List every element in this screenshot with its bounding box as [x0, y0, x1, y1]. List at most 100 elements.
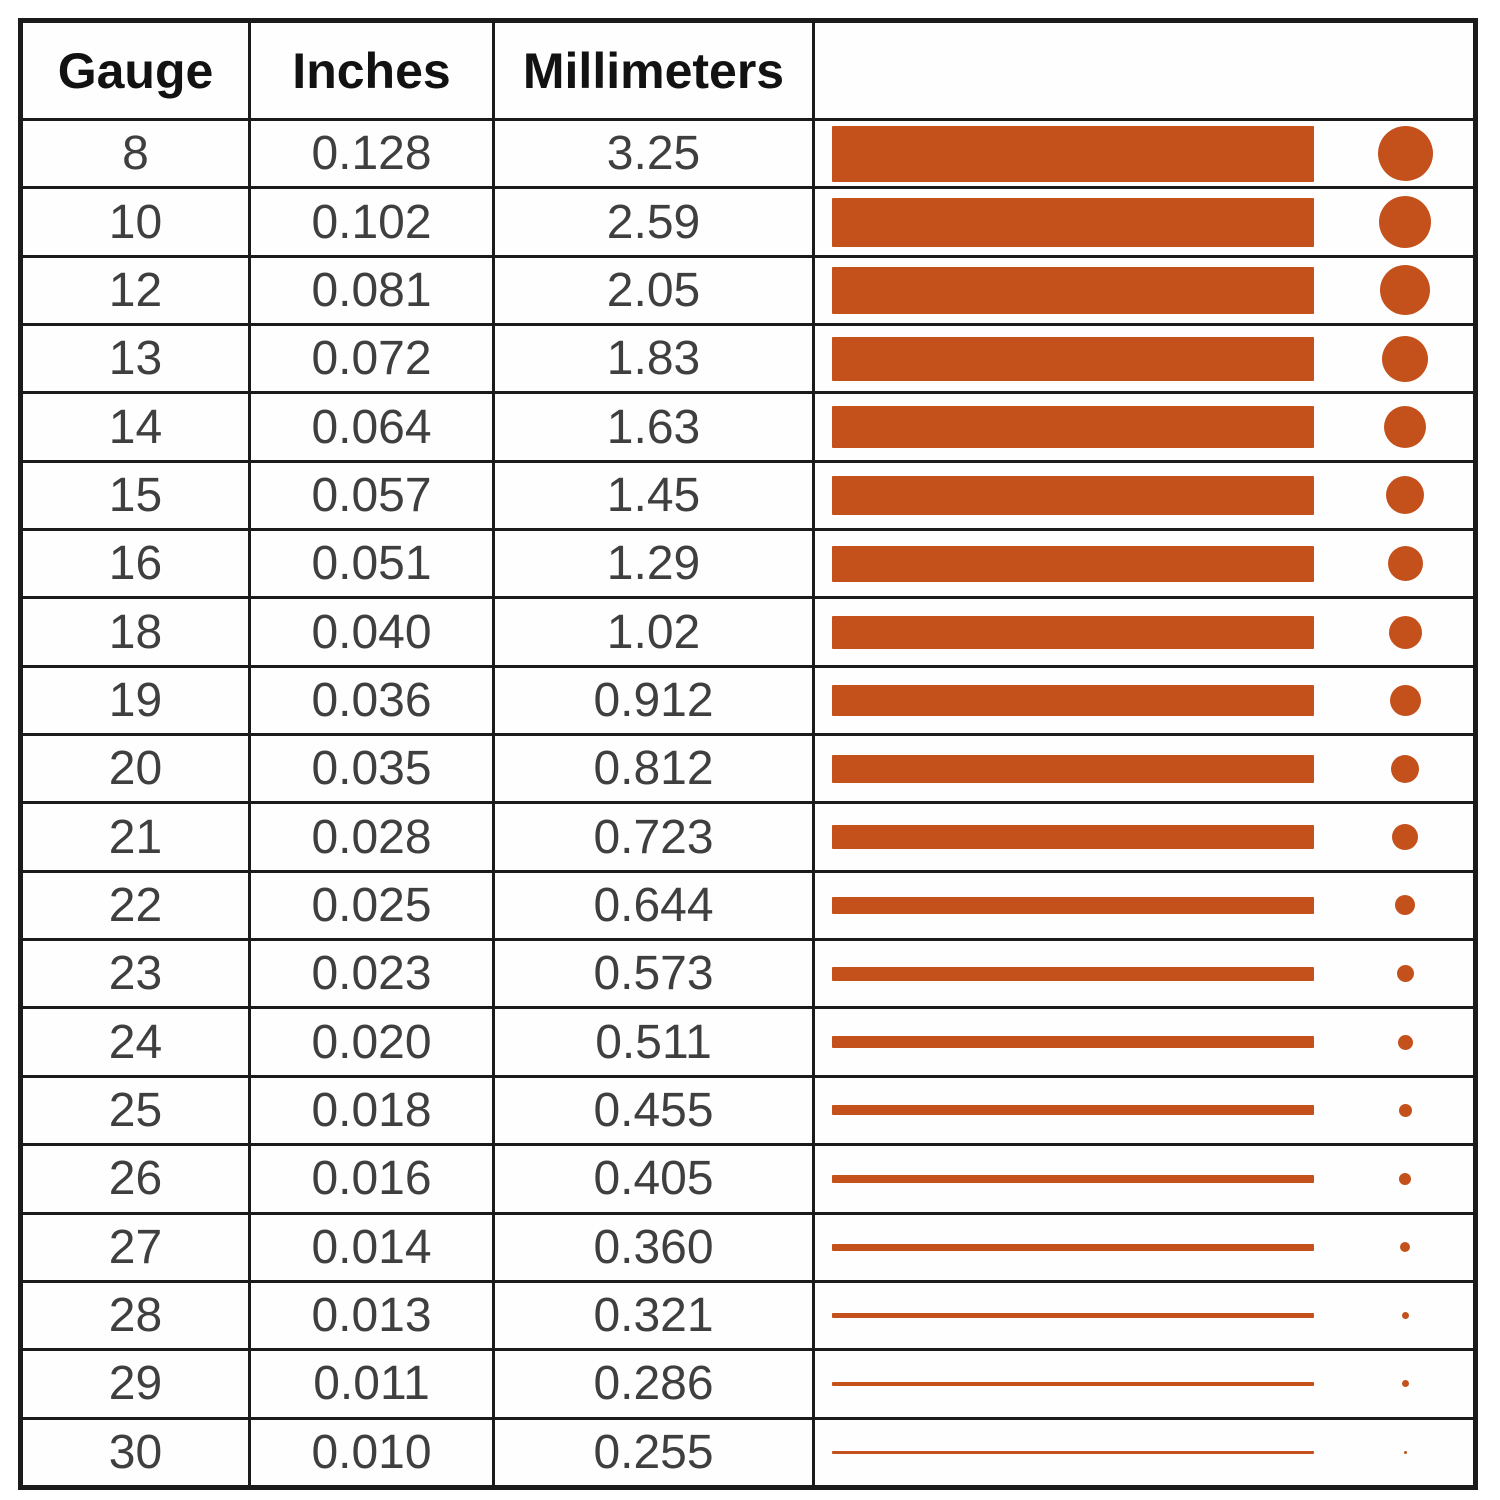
- wire-dot-slot: [1376, 599, 1434, 664]
- wire-cross-section-dot: [1384, 406, 1426, 449]
- wire-cross-section-dot: [1400, 1242, 1410, 1253]
- header-millimeters: Millimeters: [492, 23, 812, 118]
- wire-cross-section-dot: [1395, 895, 1415, 916]
- wire-cross-section-dot: [1380, 265, 1430, 316]
- wire-thickness-bar: [832, 754, 1314, 783]
- millimeters-value: 0.723: [492, 804, 812, 870]
- wire-thickness-bar: [832, 197, 1314, 247]
- wire-dot-slot: [1376, 1009, 1434, 1074]
- wire-visual-cell: [812, 667, 1473, 734]
- gauge-value: 22: [108, 878, 163, 932]
- table-row: 23 0.023 0.573: [23, 938, 1473, 1007]
- wire-thickness-bar: [832, 896, 1314, 914]
- inches-value: 0.014: [248, 1214, 492, 1280]
- wire-dot-slot: [1376, 394, 1434, 459]
- wire-cross-section-dot: [1389, 684, 1421, 716]
- wire-visual-cell: [812, 736, 1473, 802]
- inches-value: 0.025: [248, 872, 492, 939]
- gauge-value: 18: [108, 605, 163, 659]
- wire-thickness-bar: [832, 125, 1314, 182]
- inches-value: 0.072: [248, 326, 492, 392]
- header-gauge: Gauge: [57, 42, 214, 99]
- inches-value: 0.102: [248, 189, 492, 255]
- wire-cross-section-dot: [1391, 754, 1419, 783]
- wire-visual-cell: [812, 941, 1473, 1007]
- gauge-value: 23: [108, 947, 163, 1001]
- millimeters-value: 0.573: [492, 941, 812, 1007]
- wire-cross-section-dot: [1399, 1172, 1411, 1185]
- wire-dot-slot: [1376, 1420, 1434, 1485]
- wire-visual-cell: [812, 804, 1473, 870]
- wire-dot-slot: [1376, 1351, 1434, 1416]
- wire-thickness-bar: [832, 1036, 1314, 1049]
- wire-thickness-bar: [832, 1450, 1314, 1454]
- millimeters-value: 1.29: [492, 531, 812, 597]
- table-row: 22 0.025 0.644: [23, 869, 1473, 939]
- gauge-value: 20: [108, 742, 163, 796]
- wire-dot-slot: [1376, 1146, 1434, 1211]
- wire-visual-cell: [812, 326, 1473, 392]
- gauge-value: 10: [108, 195, 163, 249]
- gauge-value: 15: [108, 468, 163, 522]
- wire-visual-cell: [812, 1146, 1473, 1212]
- inches-value: 0.051: [248, 531, 492, 597]
- wire-dot-slot: [1376, 873, 1434, 938]
- gauge-value: 26: [108, 1152, 163, 1206]
- table-header-row: Gauge Inches Millimeters: [23, 23, 1473, 121]
- wire-thickness-bar: [832, 966, 1314, 981]
- table-row: 16 0.051 1.29: [23, 528, 1473, 597]
- table-row: 13 0.072 1.83: [23, 323, 1473, 392]
- wire-visual-cell: [812, 1214, 1473, 1280]
- table-row: 19 0.036 0.912: [23, 664, 1473, 734]
- millimeters-value: 0.511: [492, 1009, 812, 1075]
- wire-thickness-bar: [832, 406, 1314, 449]
- inches-value: 0.016: [248, 1146, 492, 1212]
- table-row: 18 0.040 1.02: [23, 596, 1473, 665]
- inches-value: 0.013: [248, 1282, 492, 1349]
- wire-dot-slot: [1376, 121, 1434, 186]
- wire-dot-slot: [1376, 326, 1434, 391]
- wire-thickness-bar: [832, 1243, 1314, 1251]
- wire-visual-cell: [812, 394, 1473, 460]
- wire-visual-cell: [812, 872, 1473, 939]
- wire-cross-section-dot: [1386, 476, 1424, 515]
- wire-dot-slot: [1376, 668, 1434, 733]
- millimeters-value: 1.63: [492, 394, 812, 460]
- inches-value: 0.128: [248, 121, 492, 187]
- millimeters-value: 0.912: [492, 667, 812, 734]
- millimeters-value: 0.644: [492, 872, 812, 939]
- gauge-value: 21: [108, 810, 163, 864]
- millimeters-value: 2.05: [492, 257, 812, 324]
- wire-thickness-bar: [832, 825, 1314, 850]
- inches-value: 0.057: [248, 462, 492, 529]
- wire-thickness-bar: [832, 545, 1314, 582]
- table-row: 30 0.010 0.255: [23, 1416, 1473, 1485]
- table-row: 24 0.020 0.511: [23, 1006, 1473, 1075]
- wire-cross-section-dot: [1388, 615, 1422, 649]
- gauge-value: 27: [108, 1220, 163, 1274]
- wire-visual-cell: [812, 121, 1473, 187]
- millimeters-value: 0.321: [492, 1282, 812, 1349]
- wire-thickness-bar: [832, 1105, 1314, 1116]
- wire-dot-slot: [1376, 941, 1434, 1006]
- wire-dot-slot: [1376, 1078, 1434, 1143]
- wire-visual-cell: [812, 1009, 1473, 1075]
- wire-visual-cell: [812, 1077, 1473, 1144]
- wire-thickness-bar: [832, 336, 1314, 381]
- wire-cross-section-dot: [1379, 196, 1431, 249]
- table-row: 25 0.018 0.455: [23, 1074, 1473, 1144]
- wire-dot-slot: [1376, 804, 1434, 869]
- wire-thickness-bar: [832, 1313, 1314, 1319]
- wire-cross-section-dot: [1377, 126, 1433, 182]
- inches-value: 0.028: [248, 804, 492, 870]
- wire-visual-cell: [812, 257, 1473, 324]
- millimeters-value: 1.83: [492, 326, 812, 392]
- gauge-value: 16: [108, 537, 163, 591]
- gauge-value: 12: [108, 263, 163, 317]
- millimeters-value: 3.25: [492, 121, 812, 187]
- table-row: 14 0.064 1.63: [23, 391, 1473, 460]
- wire-thickness-bar: [832, 1174, 1314, 1183]
- table-row: 27 0.014 0.360: [23, 1211, 1473, 1280]
- gauge-value: 8: [122, 127, 149, 181]
- inches-value: 0.020: [248, 1009, 492, 1075]
